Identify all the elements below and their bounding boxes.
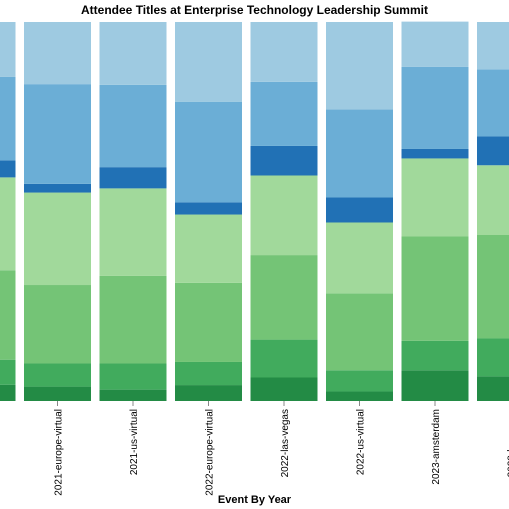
bar-segment-6-0 bbox=[401, 370, 469, 401]
bar-segment-7-1 bbox=[477, 338, 509, 377]
bar-segment-0-0 bbox=[0, 384, 16, 401]
bar-segment-4-1 bbox=[250, 339, 318, 378]
bar-segment-3-6 bbox=[175, 22, 242, 102]
bar-segment-3-1 bbox=[175, 361, 242, 386]
bar-segment-6-5 bbox=[401, 66, 469, 149]
bar-segment-5-3 bbox=[326, 222, 393, 294]
bar-segment-1-3 bbox=[24, 192, 91, 286]
bar-segment-4-5 bbox=[250, 81, 318, 146]
bar-segment-7-6 bbox=[477, 22, 509, 70]
bar-segment-7-4 bbox=[477, 136, 509, 166]
bar-segment-3-2 bbox=[175, 282, 242, 362]
bar-segment-6-1 bbox=[401, 340, 469, 371]
bar-segment-0-5 bbox=[0, 76, 16, 161]
x-tick-label-6: 2023-amsterdam bbox=[431, 409, 442, 485]
bar-segment-1-2 bbox=[24, 285, 91, 364]
bar-segment-2-6 bbox=[99, 22, 167, 85]
bars-group bbox=[0, 21, 509, 401]
bar-segment-0-4 bbox=[0, 160, 16, 178]
x-axis: 2021-europe-virtual 2021-us-virtual 2022-e… bbox=[54, 401, 509, 496]
bar-segment-3-5 bbox=[175, 101, 242, 203]
bar-segment-5-0 bbox=[326, 391, 393, 401]
bar-segment-7-3 bbox=[477, 165, 509, 235]
bar-segment-4-2 bbox=[250, 255, 318, 340]
bar-segment-6-6 bbox=[401, 21, 469, 67]
bar-segment-2-3 bbox=[99, 188, 167, 276]
bar-segment-1-1 bbox=[24, 363, 91, 387]
bar-segment-3-3 bbox=[175, 214, 242, 283]
bar-segment-1-5 bbox=[24, 84, 91, 184]
bar-segment-5-2 bbox=[326, 293, 393, 371]
bar-segment-6-3 bbox=[401, 158, 469, 237]
bar-segment-3-4 bbox=[175, 202, 242, 215]
bar-segment-7-2 bbox=[477, 234, 509, 339]
bar-segment-4-3 bbox=[250, 175, 318, 256]
bar-segment-0-2 bbox=[0, 270, 16, 360]
bar-segment-3-0 bbox=[175, 385, 242, 401]
bar-segment-0-1 bbox=[0, 359, 16, 385]
x-axis-title: Event By Year bbox=[218, 494, 292, 506]
x-tick-label-5: 2022-us-virtual bbox=[356, 409, 367, 475]
bar-segment-5-5 bbox=[326, 109, 393, 198]
bar-segment-4-0 bbox=[250, 377, 318, 401]
bar-segment-0-3 bbox=[0, 177, 16, 271]
bar-segment-2-0 bbox=[99, 389, 167, 401]
bar-segment-2-1 bbox=[99, 363, 167, 390]
bar-segment-1-0 bbox=[24, 386, 91, 401]
bar-segment-7-5 bbox=[477, 69, 509, 137]
bar-segment-7-0 bbox=[477, 376, 509, 401]
bar-segment-0-6 bbox=[0, 22, 16, 77]
bar-segment-5-6 bbox=[326, 22, 393, 110]
bar-segment-1-6 bbox=[24, 22, 91, 85]
bar-segment-5-1 bbox=[326, 370, 393, 392]
bar-segment-1-4 bbox=[24, 183, 91, 193]
x-tick-label-4: 2022-las-vegas bbox=[280, 409, 291, 477]
bar-segment-6-4 bbox=[401, 148, 469, 159]
bar-segment-4-6 bbox=[250, 22, 318, 82]
bar-segment-2-5 bbox=[99, 84, 167, 168]
bar-segment-6-2 bbox=[401, 236, 469, 341]
bar-segment-2-2 bbox=[99, 275, 167, 364]
x-tick-label-1: 2021-europe-virtual bbox=[54, 409, 65, 496]
x-tick-label-2: 2021-us-virtual bbox=[129, 409, 140, 475]
chart-title: Attendee Titles at Enterprise Technology… bbox=[81, 3, 428, 17]
x-tick-label-3: 2022-europe-virtual bbox=[205, 409, 216, 496]
x-tick-label-7: 2023-las-vegas bbox=[507, 409, 509, 477]
bar-segment-4-4 bbox=[250, 145, 318, 176]
bar-segment-2-4 bbox=[99, 167, 167, 189]
bar-segment-5-4 bbox=[326, 197, 393, 223]
